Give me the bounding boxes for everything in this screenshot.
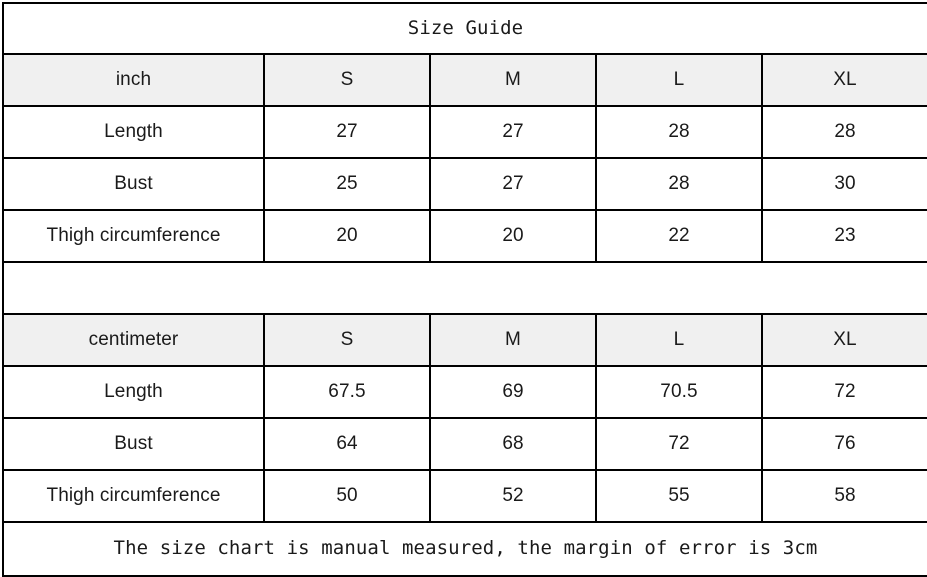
- table-spacer-row: [2, 261, 927, 315]
- centimeter-size-header-l: L: [595, 313, 763, 367]
- table-row: Length 27 27 28 28: [2, 105, 927, 159]
- inch-thigh-xl: 23: [761, 209, 927, 263]
- centimeter-bust-xl: 76: [761, 417, 927, 471]
- centimeter-length-xl: 72: [761, 365, 927, 419]
- inch-length-m: 27: [429, 105, 597, 159]
- inch-unit-label: inch: [2, 53, 265, 107]
- table-row: Bust 25 27 28 30: [2, 157, 927, 211]
- footer-row: The size chart is manual measured, the m…: [2, 521, 927, 577]
- inch-row-label-length: Length: [2, 105, 265, 159]
- inch-bust-xl: 30: [761, 157, 927, 211]
- inch-length-l: 28: [595, 105, 763, 159]
- centimeter-row-label-thigh: Thigh circumference: [2, 469, 265, 523]
- table-row: Length 67.5 69 70.5 72: [2, 365, 927, 419]
- inch-thigh-s: 20: [263, 209, 431, 263]
- centimeter-bust-l: 72: [595, 417, 763, 471]
- centimeter-size-header-s: S: [263, 313, 431, 367]
- centimeter-thigh-s: 50: [263, 469, 431, 523]
- inch-thigh-m: 20: [429, 209, 597, 263]
- table-spacer: [2, 261, 927, 315]
- centimeter-thigh-m: 52: [429, 469, 597, 523]
- centimeter-unit-label: centimeter: [2, 313, 265, 367]
- centimeter-length-l: 70.5: [595, 365, 763, 419]
- centimeter-length-s: 67.5: [263, 365, 431, 419]
- centimeter-thigh-xl: 58: [761, 469, 927, 523]
- inch-length-s: 27: [263, 105, 431, 159]
- inch-bust-l: 28: [595, 157, 763, 211]
- table-row: Thigh circumference 20 20 22 23: [2, 209, 927, 263]
- centimeter-bust-m: 68: [429, 417, 597, 471]
- centimeter-length-m: 69: [429, 365, 597, 419]
- centimeter-thigh-l: 55: [595, 469, 763, 523]
- inch-length-xl: 28: [761, 105, 927, 159]
- inch-size-header-s: S: [263, 53, 431, 107]
- centimeter-size-header-m: M: [429, 313, 597, 367]
- page-title: Size Guide: [2, 2, 927, 55]
- inch-row-label-bust: Bust: [2, 157, 265, 211]
- inch-thigh-l: 22: [595, 209, 763, 263]
- inch-bust-s: 25: [263, 157, 431, 211]
- centimeter-row-label-bust: Bust: [2, 417, 265, 471]
- inch-size-header-m: M: [429, 53, 597, 107]
- inch-size-header-l: L: [595, 53, 763, 107]
- centimeter-size-header-xl: XL: [761, 313, 927, 367]
- table-row: Thigh circumference 50 52 55 58: [2, 469, 927, 523]
- centimeter-bust-s: 64: [263, 417, 431, 471]
- measurement-disclaimer: The size chart is manual measured, the m…: [2, 521, 927, 577]
- inch-size-header-xl: XL: [761, 53, 927, 107]
- inch-header-row: inch S M L XL: [2, 53, 927, 107]
- centimeter-row-label-length: Length: [2, 365, 265, 419]
- table-row: Bust 64 68 72 76: [2, 417, 927, 471]
- inch-row-label-thigh: Thigh circumference: [2, 209, 265, 263]
- centimeter-header-row: centimeter S M L XL: [2, 313, 927, 367]
- inch-bust-m: 27: [429, 157, 597, 211]
- title-row: Size Guide: [2, 2, 927, 55]
